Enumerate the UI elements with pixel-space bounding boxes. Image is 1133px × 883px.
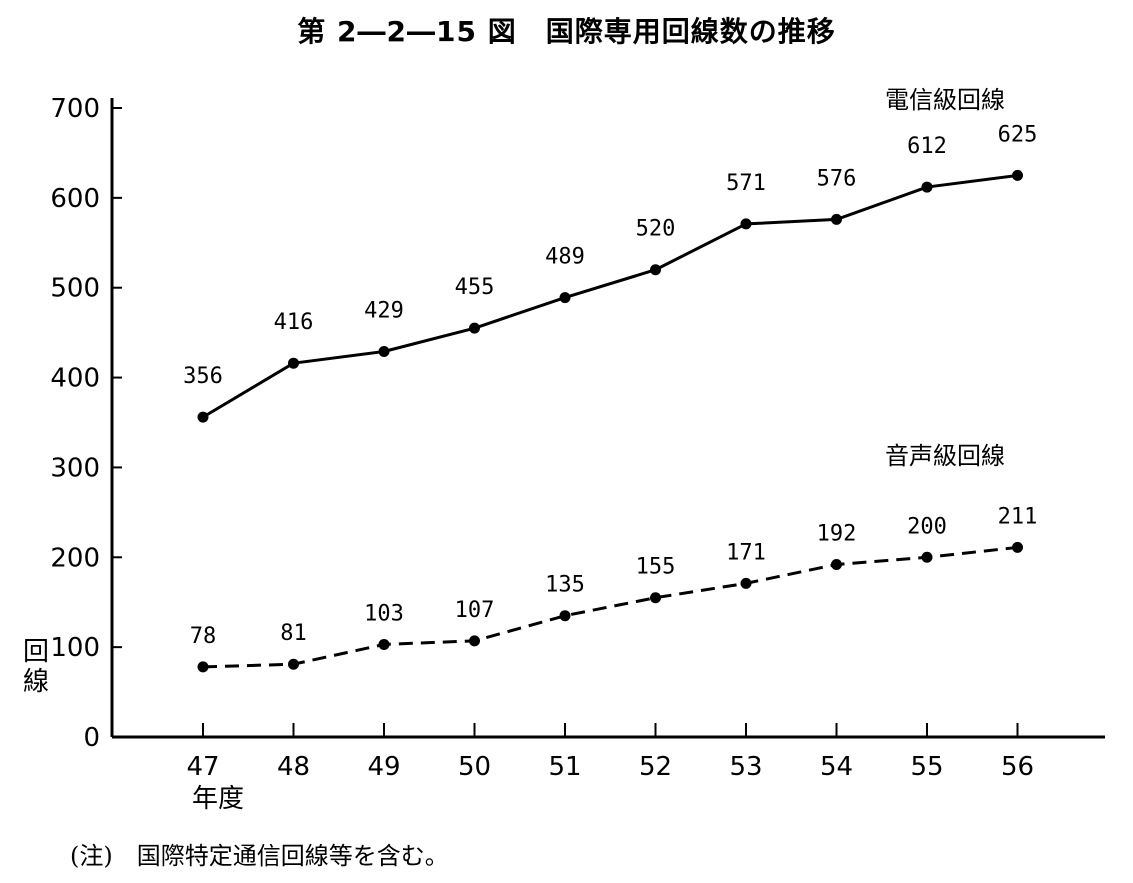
x-axis-title: 年度 xyxy=(192,784,244,814)
x-tick-label: 48 xyxy=(277,752,310,782)
series-line-2 xyxy=(202,545,1018,669)
data-label: 576 xyxy=(817,166,857,191)
data-label: 416 xyxy=(274,310,314,335)
data-label: 625 xyxy=(998,122,1038,147)
data-label: 455 xyxy=(455,275,495,300)
y-tick-label: 0 xyxy=(83,723,100,753)
y-tick-label: 200 xyxy=(50,543,100,573)
data-point xyxy=(1012,169,1023,181)
data-point xyxy=(469,635,480,647)
chart-title: 第 2―2―15 図 国際専用回線数の推移 xyxy=(297,15,836,48)
data-label: 81 xyxy=(280,621,307,646)
data-point xyxy=(650,264,661,276)
data-point xyxy=(1012,541,1023,553)
data-point xyxy=(740,577,752,589)
data-point xyxy=(559,610,571,622)
data-point xyxy=(831,213,842,225)
y-tick-label: 600 xyxy=(50,184,100,214)
x-tick-label: 50 xyxy=(458,752,491,782)
chart-note: (注) 国際特定通信回線等を含む。 xyxy=(70,842,449,870)
x-tick-label: 56 xyxy=(1001,752,1034,782)
data-point xyxy=(650,592,661,604)
data-point xyxy=(469,322,480,334)
data-label: 171 xyxy=(726,540,766,565)
data-label: 78 xyxy=(190,624,217,649)
series-label: 音声級回線 xyxy=(885,442,1005,470)
data-point xyxy=(288,357,299,369)
y-tick-label: 400 xyxy=(50,364,100,394)
data-label: 612 xyxy=(907,134,947,159)
y-tick-label: 300 xyxy=(50,453,100,483)
data-label: 135 xyxy=(545,573,585,598)
data-point xyxy=(378,638,390,650)
series-line-1 xyxy=(202,173,1018,419)
data-label: 429 xyxy=(364,299,404,324)
x-tick-label: 47 xyxy=(186,752,219,782)
data-label: 200 xyxy=(907,514,947,539)
y-axis-title: 線 xyxy=(23,667,49,697)
data-point xyxy=(831,558,842,570)
data-label: 211 xyxy=(998,504,1038,529)
data-label: 520 xyxy=(636,217,676,242)
y-tick-label: 700 xyxy=(50,94,100,124)
data-point xyxy=(378,346,390,358)
y-tick-label: 500 xyxy=(50,274,100,304)
data-label: 489 xyxy=(545,245,585,270)
series-label: 電信級回線 xyxy=(885,86,1005,114)
data-point xyxy=(740,218,752,230)
data-label: 571 xyxy=(726,171,766,196)
x-tick-label: 49 xyxy=(367,752,400,782)
x-tick-label: 53 xyxy=(729,752,762,782)
data-label: 155 xyxy=(636,555,676,580)
x-tick-label: 54 xyxy=(820,752,853,782)
data-label: 107 xyxy=(455,598,495,623)
data-point xyxy=(197,411,209,423)
data-point xyxy=(288,658,299,670)
data-label: 356 xyxy=(183,364,223,389)
x-tick-label: 52 xyxy=(639,752,672,782)
y-axis-title: 回 xyxy=(23,637,49,667)
data-label: 103 xyxy=(364,601,404,626)
data-point xyxy=(559,292,571,304)
data-point xyxy=(921,181,933,193)
data-point xyxy=(197,661,209,673)
x-tick-label: 51 xyxy=(548,752,581,782)
data-label: 192 xyxy=(817,521,857,546)
data-point xyxy=(921,551,933,563)
y-tick-label: 100 xyxy=(50,633,100,663)
x-tick-label: 55 xyxy=(910,752,943,782)
